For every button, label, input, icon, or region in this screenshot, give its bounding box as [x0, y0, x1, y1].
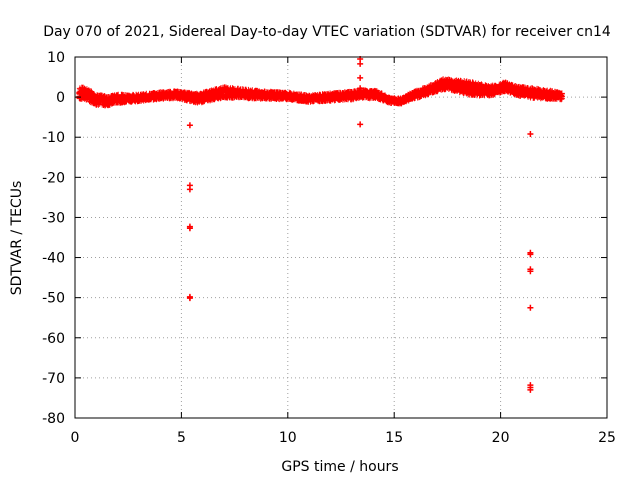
y-tick-label: -20	[42, 170, 65, 186]
plot-frame	[74, 56, 608, 419]
y-tick-label: 10	[47, 50, 65, 66]
x-tick-label: 0	[71, 430, 80, 446]
outlier-point	[186, 295, 193, 302]
sdtvar-band-markers	[76, 76, 565, 109]
y-tick-label: -70	[42, 371, 65, 387]
outlier-point	[357, 121, 364, 128]
outlier-point	[527, 386, 534, 393]
y-tick-label: 0	[56, 90, 65, 106]
x-tick-label: 20	[492, 430, 510, 446]
chart-title: Day 070 of 2021, Sidereal Day-to-day VTE…	[43, 24, 611, 40]
y-tick-label: -60	[42, 331, 65, 347]
outlier-point	[527, 268, 534, 275]
x-tick-label: 25	[598, 430, 616, 446]
outlier-point	[527, 251, 534, 258]
y-tick-label: -50	[42, 291, 65, 307]
x-tick-label: 5	[177, 430, 186, 446]
outlier-point	[357, 85, 364, 92]
outlier-point	[527, 131, 534, 138]
x-tick-label: 10	[279, 430, 297, 446]
outlier-point	[357, 60, 364, 67]
y-tick-label: -80	[42, 411, 65, 427]
outlier-point	[527, 304, 534, 311]
data-layer	[76, 56, 565, 393]
x-tick-label: 15	[385, 430, 403, 446]
y-tick-label: -40	[42, 251, 65, 267]
y-tick-label: -10	[42, 130, 65, 146]
y-axis-label: SDTVAR / TECUs	[9, 181, 25, 296]
grid	[75, 57, 607, 418]
outlier-point	[186, 122, 193, 129]
ticks: 0 5 10 15 20 25 10 0 -10 -20 -30 -40 -50 -60 -70 -80	[42, 50, 616, 446]
outlier-point	[357, 74, 364, 81]
y-tick-label: -30	[42, 210, 65, 226]
outlier-point	[186, 186, 193, 193]
outlier-point	[186, 225, 193, 232]
x-axis-label: GPS time / hours	[281, 459, 398, 475]
